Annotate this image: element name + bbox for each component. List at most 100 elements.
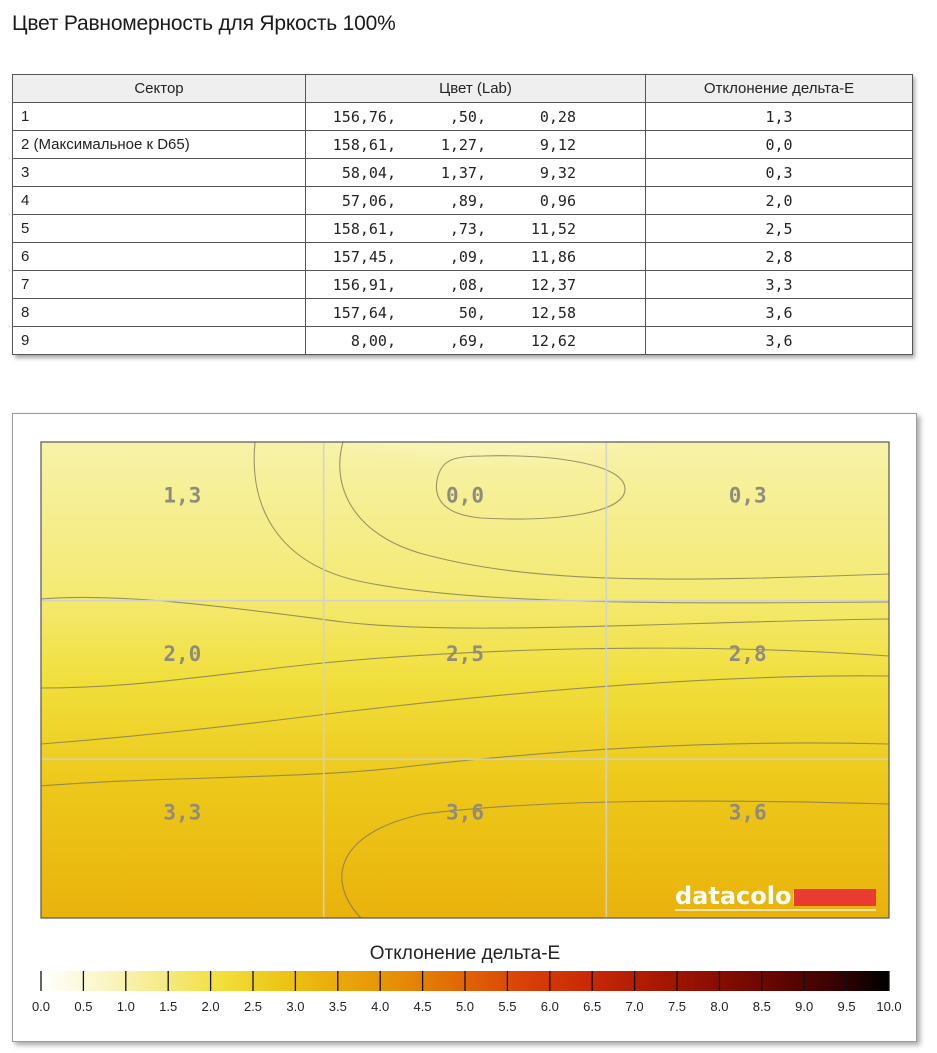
lab-cell: 158,61, 1,27, 9,12 xyxy=(305,130,646,159)
grid-lines xyxy=(41,442,889,918)
sector-cell: 5 xyxy=(12,214,306,243)
lab-cell: 57,06, ,89, 0,96 xyxy=(305,186,646,215)
table-row: 9 8,00, ,69, 12,62 3,6 xyxy=(12,326,913,355)
header-delta-e: Отклонение дельта-E xyxy=(645,74,913,103)
plot-frame xyxy=(40,441,890,919)
lab-cell: 158,61, ,73, 11,52 xyxy=(305,214,646,243)
colorbar-tick-label: 4.0 xyxy=(371,999,389,1014)
logo-bar xyxy=(794,889,876,906)
lab-cell: 157,45, ,09, 11,86 xyxy=(305,242,646,271)
cell-label: 3,3 xyxy=(163,801,201,825)
lab-b-value: 9,32 xyxy=(539,163,576,182)
table-row: 5 158,61, ,73, 11,52 2,5 xyxy=(12,214,913,243)
colorbar-tick-label: 10.0 xyxy=(876,999,901,1014)
uniformity-chart-panel: 1,3 0,0 0,3 2,0 2,5 2,8 3,3 3,6 3,6 datacolor От… xyxy=(12,413,917,1042)
lab-a-value: 1,27, xyxy=(440,135,486,154)
lab-cell: 58,04, 1,37, 9,32 xyxy=(305,158,646,187)
table-row: 2 (Максимальное к D65) 158,61, 1,27, 9,12 0,… xyxy=(12,130,913,159)
lab-l-value: 58,04, xyxy=(341,163,396,182)
table-row: 1 156,76, ,50, 0,28 1,3 xyxy=(12,102,913,131)
table-row: 3 58,04, 1,37, 9,32 0,3 xyxy=(12,158,913,187)
delta-e-cell: 3,6 xyxy=(645,326,913,355)
colorbar-tick-label: 0.5 xyxy=(74,999,92,1014)
colorbar-tick-label: 9.5 xyxy=(838,999,856,1014)
colorbar-tick-label: 9.0 xyxy=(795,999,813,1014)
table-header-row: Сектор Цвет (Lab) Отклонение дельта-E xyxy=(12,74,913,103)
lab-l-value: 157,64, xyxy=(332,303,396,322)
colorbar-tick-label: 2.0 xyxy=(202,999,220,1014)
cell-label: 3,6 xyxy=(729,801,767,825)
lab-l-value: 157,45, xyxy=(332,247,396,266)
lab-cell: 156,76, ,50, 0,28 xyxy=(305,102,646,131)
colorbar-tick-label: 6.5 xyxy=(583,999,601,1014)
sector-cell: 9 xyxy=(12,326,306,355)
lab-b-value: 12,58 xyxy=(530,303,576,322)
sector-cell: 3 xyxy=(12,158,306,187)
cell-label: 0,3 xyxy=(729,483,767,507)
table-row: 4 57,06, ,89, 0,96 2,0 xyxy=(12,186,913,215)
colorbar-tick-label: 5.0 xyxy=(456,999,474,1014)
colorbar-tick-label: 6.0 xyxy=(541,999,559,1014)
sector-cell: 1 xyxy=(12,102,306,131)
lab-b-value: 0,28 xyxy=(539,107,576,126)
cell-label: 2,0 xyxy=(163,642,201,666)
delta-e-cell: 2,8 xyxy=(645,242,913,271)
delta-e-cell: 0,3 xyxy=(645,158,913,187)
lab-l-value: 158,61, xyxy=(332,219,396,238)
sector-cell: 8 xyxy=(12,298,306,327)
datacolor-logo: datacolor xyxy=(675,882,876,911)
cell-label: 0,0 xyxy=(446,483,484,507)
cell-labels: 1,3 0,0 0,3 2,0 2,5 2,8 3,3 3,6 3,6 xyxy=(163,483,766,824)
cell-label: 2,8 xyxy=(729,642,767,666)
lab-cell: 156,91, ,08, 12,37 xyxy=(305,270,646,299)
lab-a-value: ,73, xyxy=(449,219,486,238)
lab-l-value: 156,76, xyxy=(332,107,396,126)
table-row: 7 156,91, ,08, 12,37 3,3 xyxy=(12,270,913,299)
logo-text: datacolor xyxy=(675,882,803,910)
lab-l-value: 158,61, xyxy=(332,135,396,154)
heatmap-field xyxy=(41,442,889,918)
delta-e-cell: 3,3 xyxy=(645,270,913,299)
lab-b-value: 0,96 xyxy=(539,191,576,210)
colorbar-ticks: 0.0 0.5 1.0 1.5 2.0 2.5 3.0 3.5 4.0 4.5 5.0 5.5 6.0 6… xyxy=(32,971,902,1014)
header-sector: Сектор xyxy=(12,74,306,103)
lab-a-value: ,09, xyxy=(449,247,486,266)
colorbar-tick-label: 5.5 xyxy=(498,999,516,1014)
cell-label: 3,6 xyxy=(446,801,484,825)
cell-label: 2,5 xyxy=(446,642,484,666)
colorbar-tick-label: 4.5 xyxy=(414,999,432,1014)
lab-b-value: 11,52 xyxy=(530,219,576,238)
colorbar-tick-label: 8.5 xyxy=(753,999,771,1014)
contour-lines xyxy=(41,442,889,918)
sector-cell: 6 xyxy=(12,242,306,271)
sector-cell: 2 (Максимальное к D65) xyxy=(12,130,306,159)
delta-e-cell: 3,6 xyxy=(645,298,913,327)
lab-b-value: 11,86 xyxy=(530,247,576,266)
colorbar-tick-label: 7.0 xyxy=(626,999,644,1014)
delta-e-cell: 2,5 xyxy=(645,214,913,243)
lab-l-value: 156,91, xyxy=(332,275,396,294)
lab-a-value: ,89, xyxy=(449,191,486,210)
page-title: Цвет Равномерность для Яркость 100% xyxy=(12,12,396,35)
lab-b-value: 9,12 xyxy=(539,135,576,154)
colorbar-tick-label: 2.5 xyxy=(244,999,262,1014)
lab-a-value: 50, xyxy=(458,303,486,322)
lab-cell: 8,00, ,69, 12,62 xyxy=(305,326,646,355)
lab-a-value: 1,37, xyxy=(440,163,486,182)
table-row: 8 157,64, 50, 12,58 3,6 xyxy=(12,298,913,327)
colorbar-tick-label: 1.5 xyxy=(159,999,177,1014)
table-row: 6 157,45, ,09, 11,86 2,8 xyxy=(12,242,913,271)
delta-e-cell: 1,3 xyxy=(645,102,913,131)
cell-label: 1,3 xyxy=(163,483,201,507)
colorbar-label: Отклонение дельта-E xyxy=(370,943,560,964)
sector-cell: 7 xyxy=(12,270,306,299)
lab-a-value: ,50, xyxy=(449,107,486,126)
table-body: 1 156,76, ,50, 0,28 1,3 2 (Максимальное к D65… xyxy=(12,102,913,355)
lab-a-value: ,08, xyxy=(449,275,486,294)
uniformity-chart: 1,3 0,0 0,3 2,0 2,5 2,8 3,3 3,6 3,6 datacolor От… xyxy=(32,441,902,1014)
colorbar-tick-label: 3.0 xyxy=(286,999,304,1014)
lab-b-value: 12,62 xyxy=(530,331,576,350)
lab-l-value: 8,00, xyxy=(350,331,396,350)
